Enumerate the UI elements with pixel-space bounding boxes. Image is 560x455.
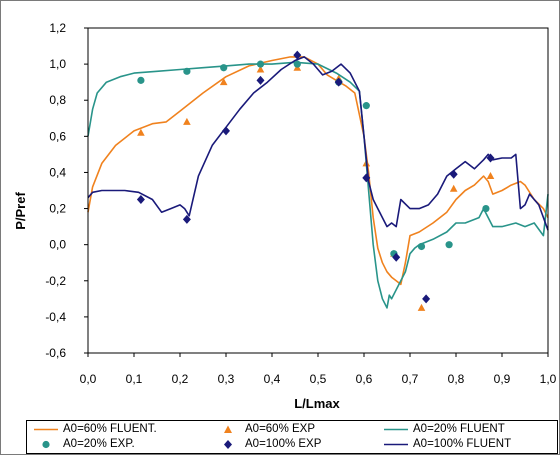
- point-a0-100-exp: [392, 252, 401, 262]
- legend-label: A0=60% FLUENT.: [63, 423, 157, 435]
- point-a0-20-exp: [293, 60, 301, 68]
- y-tick-label: 0,0: [49, 238, 66, 252]
- y-tick-label: -0,4: [45, 310, 66, 324]
- y-tick-label: 1,2: [49, 21, 66, 35]
- x-tick-label: 0,0: [80, 372, 97, 386]
- legend-label: A0=100% FLUENT: [413, 438, 512, 450]
- y-tick-label: -0,2: [45, 274, 66, 288]
- x-tick-label: 0,2: [172, 372, 189, 386]
- x-tick-label: 0,5: [310, 372, 327, 386]
- chart-svg: 0,0 0,1 0,2 0,3 0,4 0,5 0,6 0,7 0,8 0,9 1,0 1,2 1,0 0…: [13, 21, 557, 411]
- point-a0-20-exp: [220, 64, 228, 72]
- point-a0-100-exp: [182, 214, 191, 224]
- point-a0-20-exp: [256, 60, 265, 68]
- point-a0-60-exp: [183, 117, 191, 125]
- legend-symbol-line: [384, 443, 408, 446]
- point-a0-100-exp: [256, 75, 265, 85]
- y-tick-label: 0,2: [49, 202, 66, 216]
- x-tick-label: 1,0: [540, 372, 557, 386]
- x-tick-label: 0,8: [448, 372, 465, 386]
- x-tick-label: 0,3: [218, 372, 235, 386]
- plot-frame: [87, 27, 549, 354]
- y-tick-label: -0,6: [45, 346, 66, 360]
- x-tick-label: 0,6: [356, 372, 373, 386]
- plot-area: [88, 28, 548, 353]
- legend-symbol-triangle: [224, 425, 232, 433]
- legend-symbol-circle: [42, 440, 50, 449]
- x-axis-label: L/Lmax: [294, 396, 340, 411]
- point-a0-100-exp: [422, 294, 431, 304]
- y-tick-label: 1,0: [49, 57, 66, 71]
- point-a0-60-exp: [449, 184, 458, 192]
- legend: A0=60% FLUENT. A0=60% EXP A0=20% FLUENT …: [26, 420, 558, 454]
- legend-label: A0=100% EXP: [245, 438, 322, 450]
- legend-symbol-line: [384, 428, 408, 431]
- y-axis-label: P/Pref: [13, 192, 28, 230]
- legend-symbol-line: [34, 428, 58, 431]
- x-tick-label: 0,1: [126, 372, 143, 386]
- y-tick-label: 0,8: [49, 93, 66, 107]
- point-a0-20-exp: [482, 204, 490, 213]
- point-a0-100-exp: [293, 50, 302, 60]
- y-tick-label: 0,6: [49, 129, 66, 143]
- point-a0-60-exp: [256, 65, 265, 73]
- legend-label: A0=20% EXP.: [63, 438, 135, 450]
- x-tick-label: 0,7: [402, 372, 419, 386]
- point-a0-20-exp: [183, 67, 191, 75]
- x-tick-label: 0,4: [264, 372, 281, 386]
- point-a0-100-exp: [334, 77, 343, 87]
- legend-label: A0=20% FLUENT: [413, 423, 505, 435]
- y-tick-label: 0,4: [49, 165, 66, 179]
- point-a0-20-exp: [445, 241, 453, 249]
- legend-symbol-diamond: [224, 440, 232, 449]
- series-line-a0-60-fluent: [87, 56, 549, 286]
- point-a0-60-exp: [137, 128, 145, 136]
- point-a0-20-exp: [137, 76, 145, 84]
- x-tick-label: 0,9: [494, 372, 511, 386]
- point-a0-100-exp: [222, 126, 230, 136]
- axes: 0,0 0,1 0,2 0,3 0,4 0,5 0,6 0,7 0,8 0,9 1,0 1,2 1,0 0…: [45, 21, 556, 386]
- point-a0-20-exp: [362, 102, 370, 110]
- series-line-a0-100-fluent: [87, 56, 549, 231]
- legend-label: A0=60% EXP: [245, 423, 316, 435]
- point-a0-60-exp: [219, 78, 228, 86]
- point-a0-20-exp: [417, 242, 426, 251]
- plot-background: [88, 28, 548, 353]
- point-a0-60-exp: [417, 303, 426, 311]
- series-layer: [87, 50, 549, 311]
- point-a0-60-exp: [486, 172, 495, 180]
- point-a0-100-exp: [136, 195, 145, 205]
